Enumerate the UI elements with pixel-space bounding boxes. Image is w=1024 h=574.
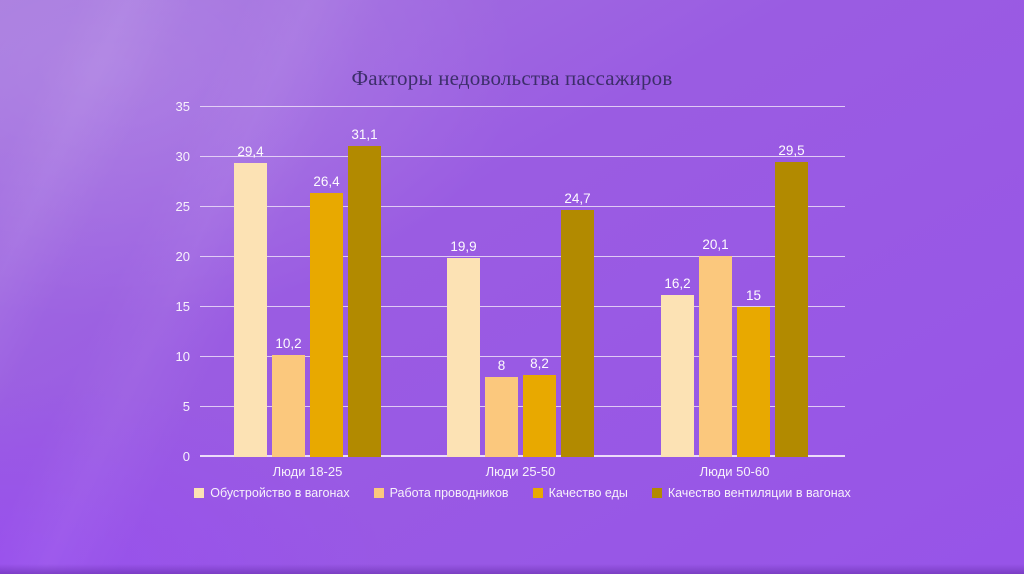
bar-value-label: 20,1 bbox=[702, 237, 729, 252]
bar: 31,1 bbox=[348, 127, 381, 457]
gridline bbox=[200, 106, 845, 107]
bar: 15 bbox=[737, 288, 770, 457]
bar: 19,9 bbox=[447, 239, 480, 457]
bar-value-label: 19,9 bbox=[450, 239, 477, 254]
bar-value-label: 29,5 bbox=[778, 143, 805, 158]
x-category-label: Люди 50-60 bbox=[699, 464, 770, 479]
bar-value-label: 15 bbox=[745, 288, 762, 303]
legend-label: Работа проводников bbox=[389, 486, 509, 500]
y-tick-label: 15 bbox=[175, 299, 190, 314]
bar: 8,2 bbox=[523, 356, 556, 457]
legend: Обустройство в вагонах Работа проводников… bbox=[194, 486, 851, 500]
bar-value-label: 31,1 bbox=[351, 127, 378, 142]
bar-value-label: 26,4 bbox=[313, 174, 340, 189]
gridline bbox=[200, 206, 845, 207]
legend-label: Качество еды bbox=[548, 486, 628, 500]
bar-value-label: 8 bbox=[497, 358, 506, 373]
legend-swatch bbox=[373, 488, 384, 498]
legend-label: Обустройство в вагонах bbox=[210, 486, 350, 500]
legend-swatch bbox=[194, 488, 205, 498]
bar-value-label: 10,2 bbox=[275, 336, 302, 351]
gridline bbox=[200, 406, 845, 407]
x-category-label: Люди 18-25 bbox=[272, 464, 343, 479]
y-tick-label: 25 bbox=[175, 199, 190, 214]
y-axis: 0 5 10 15 20 25 30 35 bbox=[0, 99, 190, 464]
y-tick-label: 0 bbox=[182, 449, 190, 464]
bar: 10,2 bbox=[272, 336, 305, 457]
gridline bbox=[200, 256, 845, 257]
y-tick-label: 5 bbox=[182, 399, 190, 414]
bar-value-label: 16,2 bbox=[664, 276, 691, 291]
legend-item: Работа проводников bbox=[373, 486, 509, 500]
bar-group: 19,9 8 8,2 24,7 bbox=[447, 107, 594, 457]
gridline bbox=[200, 306, 845, 307]
y-tick-label: 35 bbox=[175, 99, 190, 114]
bar: 29,5 bbox=[775, 143, 808, 457]
bar-group: 29,4 10,2 26,4 31,1 bbox=[234, 107, 381, 457]
gridline bbox=[200, 156, 845, 157]
gridline bbox=[200, 455, 845, 457]
bar-group: 16,2 20,1 15 29,5 bbox=[661, 107, 808, 457]
plot-area: 29,4 10,2 26,4 31,1 19,9 8 8,2 24,7 16,2 20,1 15 29… bbox=[200, 106, 845, 457]
bar: 26,4 bbox=[310, 174, 343, 457]
bar: 24,7 bbox=[561, 191, 594, 457]
legend-swatch bbox=[532, 488, 543, 498]
legend-item: Качество еды bbox=[532, 486, 628, 500]
bar-value-label: 8,2 bbox=[530, 356, 549, 371]
bar-value-label: 29,4 bbox=[237, 144, 264, 159]
bar: 16,2 bbox=[661, 276, 694, 457]
bar-value-label: 24,7 bbox=[564, 191, 591, 206]
bar: 8 bbox=[485, 358, 518, 457]
legend-label: Качество вентиляции в вагонах bbox=[667, 486, 851, 500]
gridline bbox=[200, 356, 845, 357]
legend-item: Качество вентиляции в вагонах bbox=[651, 486, 851, 500]
legend-item: Обустройство в вагонах bbox=[194, 486, 350, 500]
y-tick-label: 20 bbox=[175, 249, 190, 264]
x-category-label: Люди 25-50 bbox=[485, 464, 556, 479]
y-tick-label: 30 bbox=[175, 149, 190, 164]
chart-title: Факторы недовольства пассажиров bbox=[351, 66, 673, 90]
bar: 20,1 bbox=[699, 237, 732, 457]
y-tick-label: 10 bbox=[175, 349, 190, 364]
bar: 29,4 bbox=[234, 144, 267, 457]
legend-swatch bbox=[651, 488, 662, 498]
